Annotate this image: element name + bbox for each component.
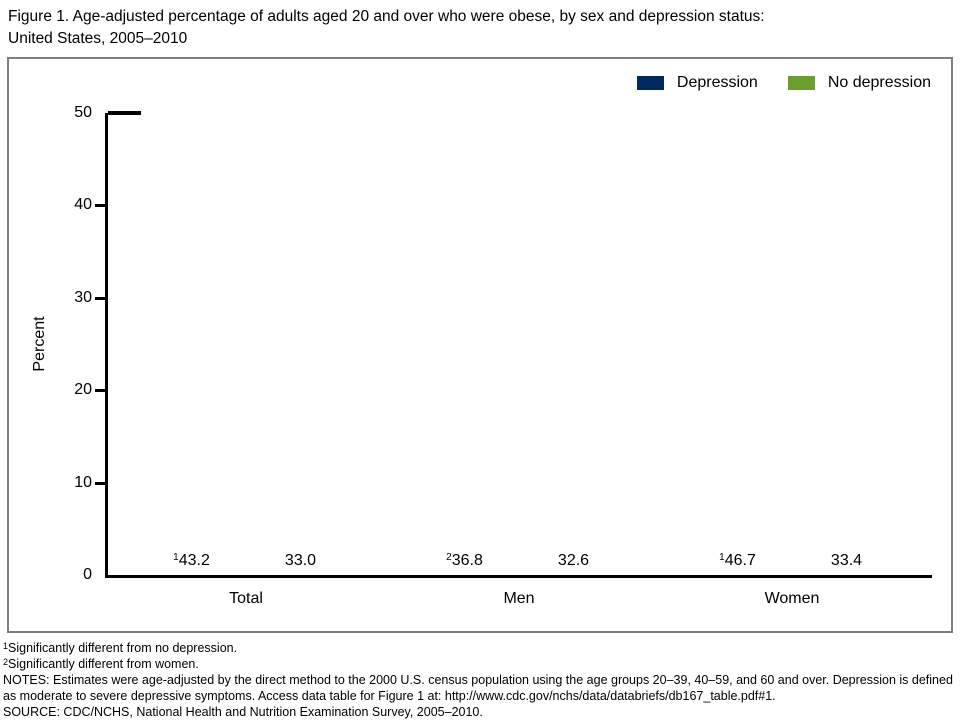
x-category-label-total: Total <box>229 590 263 607</box>
y-tick-label: 30 <box>74 288 92 306</box>
value-text: 36.8 <box>451 552 483 569</box>
value-text: 32.6 <box>557 552 590 569</box>
value-text: 43.2 <box>178 552 210 569</box>
footnote-text: Significantly different from no depressi… <box>8 641 238 655</box>
chart-panel: Depression No depression Percent 0 10 20… <box>7 57 953 633</box>
footnote-2: 2Significantly different from women. <box>3 656 955 672</box>
value-footnote-marker: 1 <box>719 552 725 563</box>
y-tick-label: 50 <box>74 104 92 121</box>
figure-title-line1: Figure 1. Age-adjusted percentage of adu… <box>8 8 765 25</box>
y-tick-mark <box>95 296 105 300</box>
y-tick-label: 40 <box>74 196 92 214</box>
bar-value-label: 33.4 <box>792 552 901 570</box>
legend: Depression No depression <box>636 74 931 92</box>
y-tick-label: 0 <box>83 566 92 583</box>
value-text: 33.0 <box>284 552 317 569</box>
bar-value-label: 32.6 <box>519 552 628 570</box>
figure-title: Figure 1. Age-adjusted percentage of adu… <box>8 6 765 50</box>
legend-item-no-depression: No depression <box>787 74 931 92</box>
figure-title-line2: United States, 2005–2010 <box>8 30 188 47</box>
source-text: SOURCE: CDC/NCHS, National Health and Nu… <box>3 705 483 719</box>
x-category-label-women: Women <box>764 590 820 607</box>
legend-label-no-depression: No depression <box>827 74 931 91</box>
plot-area: Percent 0 10 20 30 40 50 143.2 33.0 <box>31 104 932 607</box>
bar-value-label: 236.8 <box>410 552 519 570</box>
x-category-label-men: Men <box>503 590 535 607</box>
no-depression-swatch <box>787 76 815 90</box>
y-tick-mark <box>95 204 105 208</box>
y-tick-label: 20 <box>74 381 92 399</box>
y-axis-title: Percent <box>31 316 48 372</box>
y-tick-mark <box>95 389 105 393</box>
value-text: 46.7 <box>724 552 756 569</box>
legend-label-depression: Depression <box>676 74 758 91</box>
bar-value-label: 146.7 <box>683 552 792 570</box>
value-footnote-marker: 2 <box>446 552 452 563</box>
footnote-marker: 2 <box>3 657 9 667</box>
y-tick-label: 10 <box>74 473 92 491</box>
y-tick-mark <box>95 481 105 485</box>
notes-text: NOTES: Estimates were age-adjusted by th… <box>3 673 953 703</box>
depression-swatch <box>636 76 664 90</box>
legend-item-depression: Depression <box>636 74 758 92</box>
bar-value-label: 33.0 <box>246 552 355 570</box>
footnote-text: Significantly different from women. <box>8 657 199 671</box>
y-axis-top-cap <box>108 111 141 115</box>
bar-value-label: 143.2 <box>137 552 246 570</box>
value-text: 33.4 <box>830 552 863 569</box>
value-footnote-marker: 1 <box>173 552 179 563</box>
footnote-marker: 1 <box>3 641 9 651</box>
footnotes: 1Significantly different from no depress… <box>3 640 955 720</box>
footnote-1: 1Significantly different from no depress… <box>3 640 955 656</box>
